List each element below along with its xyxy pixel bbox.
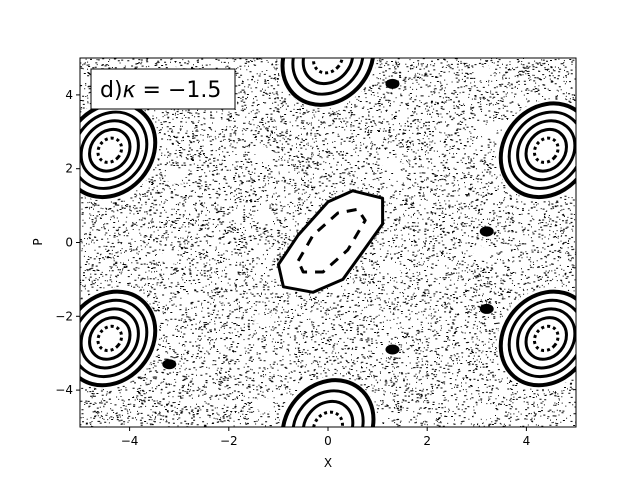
island-ring: [301, 399, 355, 427]
x-axis: −4 −2 0 2 4: [121, 427, 530, 448]
island-ring: [524, 316, 568, 361]
island-ring: [516, 307, 576, 370]
island-gap: [250, 394, 279, 415]
island-ring: [291, 58, 365, 96]
island-halo: [278, 376, 378, 427]
island-ring: [88, 316, 132, 361]
island-ring: [301, 58, 355, 86]
dark-spots: [162, 78, 494, 370]
island-ring: [532, 324, 560, 353]
resonance-islands: [80, 58, 576, 427]
island-ring: [532, 136, 560, 164]
island-ring: [498, 101, 576, 200]
x-axis-label: X: [324, 456, 332, 470]
island-gap: [159, 167, 192, 186]
resonance-island: [80, 287, 160, 390]
island-halo: [278, 58, 378, 109]
island-gap: [377, 257, 406, 277]
chart-title: d)κ = −1.5: [100, 78, 221, 103]
island-ring: [88, 127, 132, 173]
island-gap: [378, 155, 407, 175]
y-tick-label: −4: [55, 383, 73, 397]
resonance-island: [278, 58, 378, 109]
plot-area: [80, 58, 576, 427]
island-gap: [249, 208, 280, 227]
island-gap: [473, 123, 500, 141]
y-axis-label: P: [31, 238, 45, 245]
island-ring: [80, 119, 140, 182]
title-prefix: d): [100, 78, 123, 103]
island-ring: [498, 289, 576, 388]
y-tick-label: 2: [65, 162, 73, 176]
island-ring: [80, 110, 149, 190]
island-gap: [466, 244, 495, 263]
island-ring: [291, 389, 365, 427]
island-gap: [473, 401, 502, 423]
island-gap: [154, 246, 184, 267]
x-tick-label: −4: [121, 434, 139, 448]
island-ring: [80, 307, 140, 370]
island-ring: [80, 298, 149, 379]
y-tick-label: 0: [65, 236, 73, 250]
island-gap: [467, 63, 495, 82]
island-ring: [80, 101, 158, 200]
x-tick-label: −2: [220, 434, 238, 448]
x-tick-label: 2: [423, 434, 431, 448]
dark-spot: [479, 226, 494, 237]
x-tick-label: 4: [523, 434, 531, 448]
island-ring: [312, 410, 344, 427]
central-island-inner-orbit: [296, 207, 367, 274]
resonance-island: [496, 99, 576, 201]
island-ring: [507, 298, 576, 379]
resonance-island: [278, 376, 378, 427]
resonance-island: [80, 99, 160, 201]
title-box: d)κ = −1.5: [90, 68, 236, 110]
island-ring: [507, 110, 576, 190]
island-gap: [250, 309, 279, 329]
island-ring: [280, 58, 376, 107]
y-tick-label: −2: [55, 309, 73, 323]
island-ring: [80, 289, 158, 388]
title-symbol: κ: [123, 78, 136, 103]
resonance-island: [496, 287, 576, 390]
x-tick-label: 0: [324, 434, 332, 448]
dark-spot: [162, 359, 177, 370]
island-gap: [251, 143, 279, 165]
y-tick-label: 4: [65, 88, 73, 102]
island-ring: [96, 324, 124, 353]
title-value: = −1.5: [136, 78, 222, 103]
island-ring: [280, 378, 376, 427]
island-ring: [524, 127, 568, 173]
dark-spot: [385, 78, 400, 89]
y-axis: −4 −2 0 2 4: [55, 88, 80, 397]
central-island-outline: [276, 189, 385, 294]
island-ring: [96, 136, 124, 164]
dark-spot: [479, 303, 494, 314]
island-ring: [516, 119, 576, 182]
title-box-frame: [90, 68, 236, 110]
dark-spot: [385, 344, 400, 355]
island-ring: [312, 58, 344, 75]
central-island: [276, 189, 385, 294]
